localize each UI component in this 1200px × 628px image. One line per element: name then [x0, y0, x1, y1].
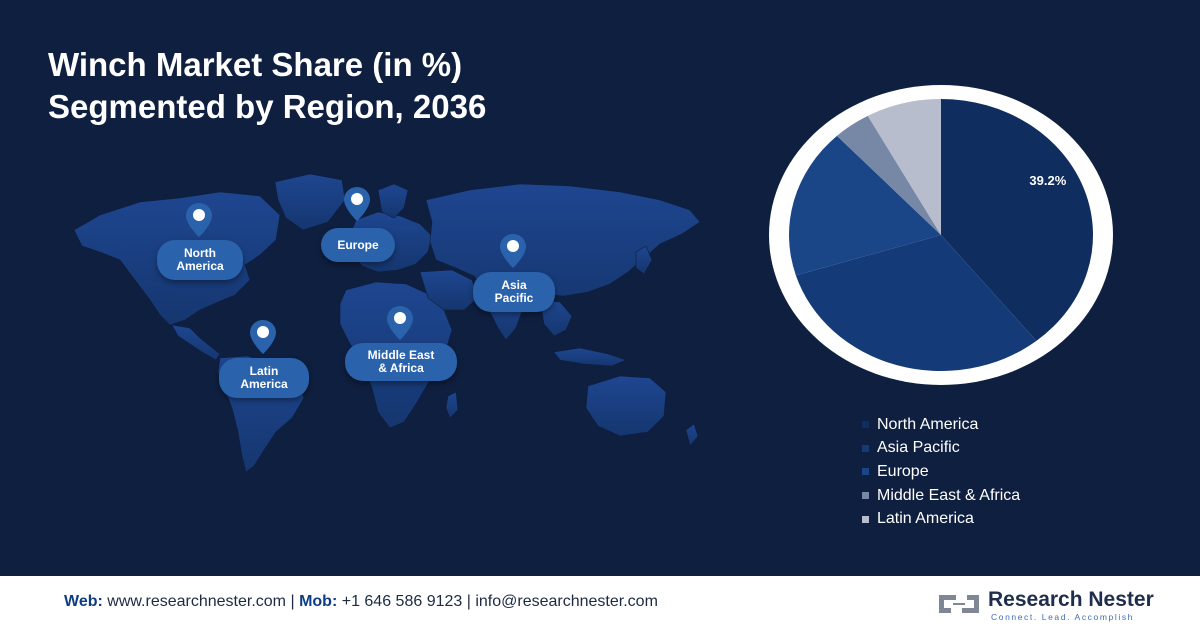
southeast-asia-shape: [539, 299, 573, 337]
logo-name: Research Nester: [988, 588, 1154, 611]
legend-swatch: [862, 515, 869, 523]
indonesia-shape: [553, 347, 627, 367]
legend-item: Middle East & Africa: [862, 484, 1020, 508]
europe-label-line1: Europe: [337, 237, 379, 252]
asia-pacific-pin-icon: [500, 234, 526, 268]
pie-data-label: 39.2%: [1029, 173, 1066, 188]
asia-pacific-label-line2: Pacific: [494, 291, 534, 305]
legend-swatch: [862, 444, 869, 452]
chart-legend: North America Asia Pacific Europe Middle Ea…: [862, 413, 1020, 531]
latin-america-label-line1: Latin: [249, 364, 279, 378]
legend-label: Europe: [877, 462, 929, 480]
new-zealand-shape: [685, 423, 699, 447]
middle-east-shape: [419, 269, 479, 311]
contact-line: Web: www.researchnester.com | Mob: +1 64…: [64, 593, 658, 611]
north-america-pin-icon: [186, 203, 212, 237]
middle-east-africa-pin-icon: [387, 306, 413, 340]
legend-label: North America: [877, 415, 979, 433]
legend-item: Asia Pacific: [862, 437, 1020, 461]
contact-separator: |: [290, 593, 295, 610]
middle-east-africa-label-line1: Middle East: [367, 348, 435, 362]
legend-label: Asia Pacific: [877, 439, 960, 457]
logo-mark-icon: [939, 595, 979, 613]
central-america-shape: [171, 324, 221, 361]
legend-swatch: [862, 468, 869, 476]
latin-america-map-label: Latin America: [219, 358, 309, 398]
asia-pacific-map-label: Asia Pacific: [473, 272, 555, 312]
web-label: Web:: [64, 593, 103, 610]
latin-america-pin-icon: [250, 320, 276, 354]
phone-number[interactable]: +1 646 586 9123: [341, 593, 463, 610]
legend-item: Europe: [862, 460, 1020, 484]
legend-swatch: [862, 492, 869, 500]
legend-label: Middle East & Africa: [877, 486, 1021, 504]
legend-swatch: [862, 421, 869, 429]
north-america-map-label: North America: [157, 240, 243, 280]
europe-map-label: Europe: [321, 228, 395, 262]
logo-tagline: Connect. Lead. Accomplish: [991, 612, 1135, 622]
latin-america-label-line2: America: [240, 377, 288, 391]
pie-slice-asia-pacific: [795, 235, 1037, 372]
pie-slice-europe: [789, 135, 941, 276]
footer: Web: www.researchnester.com | Mob: +1 64…: [0, 576, 1200, 628]
madagascar-shape: [445, 391, 459, 419]
asia-pacific-label-line1: Asia: [501, 278, 527, 292]
middle-east-africa-label-line2: & Africa: [378, 361, 424, 375]
legend-item: North America: [862, 413, 1020, 437]
greenland-shape: [274, 173, 346, 231]
north-america-label-line1: North: [184, 246, 216, 260]
japan-shape: [635, 245, 653, 275]
pie-chart: 39.2%: [769, 85, 1113, 385]
middle-east-africa-map-label: Middle East & Africa: [345, 343, 457, 381]
web-link[interactable]: www.researchnester.com: [107, 593, 286, 610]
research-nester-logo: Research Nester Connect. Lead. Accomplis…: [936, 586, 1156, 622]
north-america-label-line2: America: [176, 259, 224, 273]
europe-pin-icon: [344, 187, 370, 221]
scandinavia-shape: [377, 183, 409, 219]
chart-title: Winch Market Share (in %) Segmented by R…: [48, 44, 486, 128]
pie-slice-middle-east-africa: [836, 115, 941, 235]
infographic-panel: Winch Market Share (in %) Segmented by R…: [0, 0, 1200, 576]
contact-separator: |: [466, 593, 471, 610]
email-link[interactable]: info@researchnester.com: [475, 593, 658, 610]
chart-title-line1: Winch Market Share (in %): [48, 46, 463, 83]
pie-slice-latin-america: [867, 99, 941, 235]
mob-label: Mob:: [299, 593, 338, 610]
legend-label: Latin America: [877, 510, 974, 528]
pie-slice-north-america: [941, 99, 1093, 341]
chart-title-line2: Segmented by Region, 2036: [48, 88, 487, 125]
australia-shape: [585, 375, 667, 437]
legend-item: Latin America: [862, 507, 1020, 531]
